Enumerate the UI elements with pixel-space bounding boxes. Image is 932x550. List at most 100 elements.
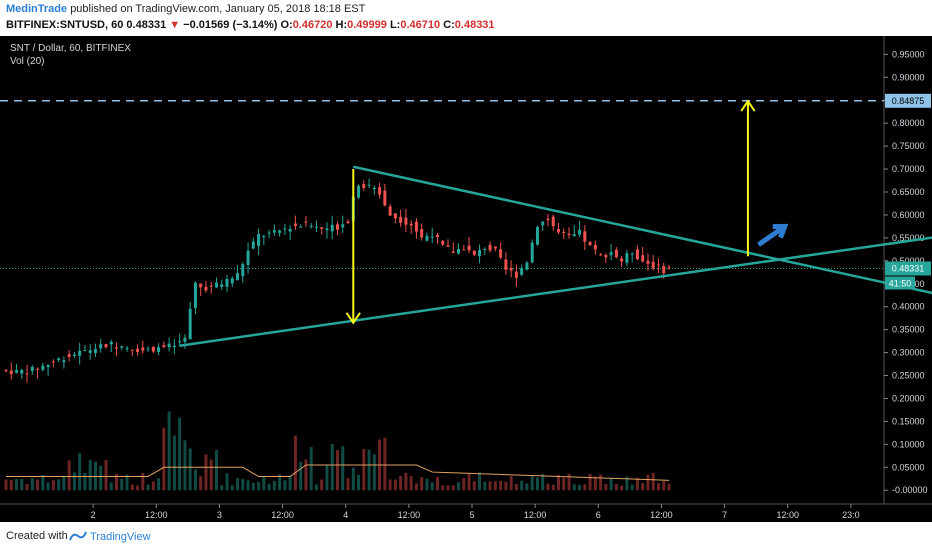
y-tick-label: 0.25000: [892, 371, 925, 381]
candle-body: [467, 245, 471, 251]
author-link[interactable]: MedinTrade: [6, 3, 68, 15]
candle-body: [604, 255, 608, 258]
volume-bar: [41, 475, 45, 491]
volume-bar: [557, 474, 560, 491]
volume-bar: [15, 478, 19, 491]
candle-body: [399, 216, 403, 223]
volume-bar: [614, 484, 618, 491]
volume-bar: [120, 478, 124, 491]
volume-bar: [236, 478, 240, 491]
candle-body: [557, 228, 560, 233]
volume-bar: [146, 484, 150, 491]
candle-body: [641, 255, 645, 262]
volume-bar: [625, 476, 629, 491]
candle-body: [288, 228, 292, 232]
candle-body: [272, 230, 276, 233]
x-tick-label: 3: [217, 510, 222, 520]
y-tick-label: 0.75000: [892, 141, 925, 151]
volume-bar: [30, 478, 34, 491]
volume-bar: [267, 483, 271, 491]
current-price-tag: [885, 261, 931, 276]
candle-body: [314, 226, 318, 228]
volume-bar: [262, 477, 266, 491]
volume-bar: [104, 459, 108, 491]
tradingview-brand[interactable]: TradingView: [69, 530, 151, 543]
volume-bar: [46, 482, 50, 491]
published-text: published on TradingView.com, January 05…: [70, 3, 366, 15]
countdown-label: 41:50: [889, 278, 912, 288]
candle-body: [30, 366, 34, 372]
volume-bar: [304, 459, 308, 491]
low-label: L:: [389, 19, 401, 31]
volume-bar: [604, 483, 608, 491]
volume-bar: [141, 472, 145, 491]
candle-body: [51, 361, 55, 363]
volume-bar: [399, 476, 403, 491]
volume-bar: [357, 474, 361, 491]
volume-bar: [462, 477, 466, 491]
volume-bar: [425, 478, 429, 491]
candle-body: [635, 249, 639, 260]
candle-body: [420, 228, 424, 238]
candle-body: [41, 365, 45, 370]
volume-bar: [546, 483, 550, 491]
chart-legend: SNT / Dollar, 60, BITFINEX Vol (20): [10, 42, 131, 68]
candle-body: [404, 217, 408, 225]
y-tick-label: 0.35000: [892, 325, 925, 335]
candle-body: [241, 264, 245, 277]
volume-bar: [441, 485, 445, 491]
candle-body: [136, 348, 140, 352]
y-tick-label: 0.70000: [892, 164, 925, 174]
volume-bar: [214, 450, 218, 491]
candle-body: [525, 262, 529, 270]
candle-body: [293, 223, 297, 226]
volume-bar: [330, 443, 334, 491]
candle-body: [383, 190, 387, 206]
candle-body: [15, 369, 19, 373]
volume-bar: [351, 467, 355, 491]
candle-body: [67, 354, 71, 357]
candle-body: [567, 233, 571, 236]
open-value: 0.46720: [292, 19, 333, 31]
x-tick-label: 4: [343, 510, 348, 520]
volume-bar: [288, 475, 292, 491]
candle-body: [188, 308, 192, 340]
volume-bar: [551, 484, 555, 491]
price-chart[interactable]: 0.950000.900000.850000.800000.750000.700…: [0, 36, 932, 522]
volume-bar: [414, 483, 418, 491]
candle-body: [483, 248, 487, 250]
legend-title: SNT / Dollar, 60, BITFINEX: [10, 43, 131, 54]
legend-volume: Vol (20): [10, 56, 45, 67]
candle-body: [83, 350, 87, 352]
x-tick-label: 23:0: [842, 510, 860, 520]
candle-body: [93, 348, 97, 353]
candle-body: [535, 227, 539, 245]
candle-body: [667, 267, 671, 269]
chart-area[interactable]: 0.950000.900000.850000.800000.750000.700…: [0, 36, 932, 522]
volume-bar: [204, 454, 208, 491]
volume-bar: [230, 485, 234, 491]
candle-body: [104, 344, 108, 348]
candle-body: [457, 248, 461, 254]
volume-bar: [430, 482, 434, 491]
volume-bar: [209, 459, 213, 491]
candle-body: [99, 344, 103, 349]
volume-bar: [225, 473, 229, 491]
x-tick-label: 12:00: [398, 510, 421, 520]
volume-bar: [630, 484, 634, 491]
candle-body: [499, 249, 503, 258]
candle-body: [435, 235, 439, 238]
volume-bar: [272, 481, 276, 491]
candle-body: [414, 221, 418, 232]
volume-bar: [25, 483, 29, 491]
volume-bar: [435, 476, 439, 491]
y-tick-label: -0.00000: [892, 485, 928, 495]
volume-ma-line: [6, 464, 670, 481]
target-price-tag: [885, 93, 931, 108]
volume-bar: [599, 474, 603, 491]
candle-body: [157, 347, 161, 353]
volume-bar: [67, 460, 71, 491]
volume-bar: [520, 480, 524, 491]
candle-body: [662, 265, 666, 274]
volume-bar: [9, 479, 13, 491]
